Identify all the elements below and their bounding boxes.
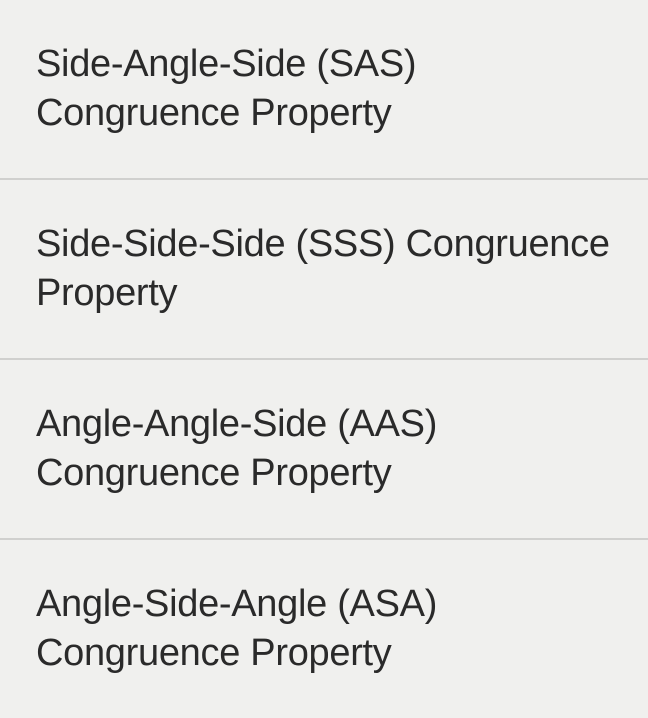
option-label: Side-Side-Side (SSS) Congruence Property <box>36 220 612 317</box>
option-label: Angle-Angle-Side (AAS) Congruence Proper… <box>36 400 612 497</box>
option-sss[interactable]: Side-Side-Side (SSS) Congruence Property <box>0 180 648 360</box>
option-asa[interactable]: Angle-Side-Angle (ASA) Congruence Proper… <box>0 540 648 718</box>
option-aas[interactable]: Angle-Angle-Side (AAS) Congruence Proper… <box>0 360 648 540</box>
option-sas[interactable]: Side-Angle-Side (SAS) Congruence Propert… <box>0 0 648 180</box>
options-list: Side-Angle-Side (SAS) Congruence Propert… <box>0 0 648 718</box>
option-label: Side-Angle-Side (SAS) Congruence Propert… <box>36 40 612 137</box>
option-label: Angle-Side-Angle (ASA) Congruence Proper… <box>36 580 612 677</box>
